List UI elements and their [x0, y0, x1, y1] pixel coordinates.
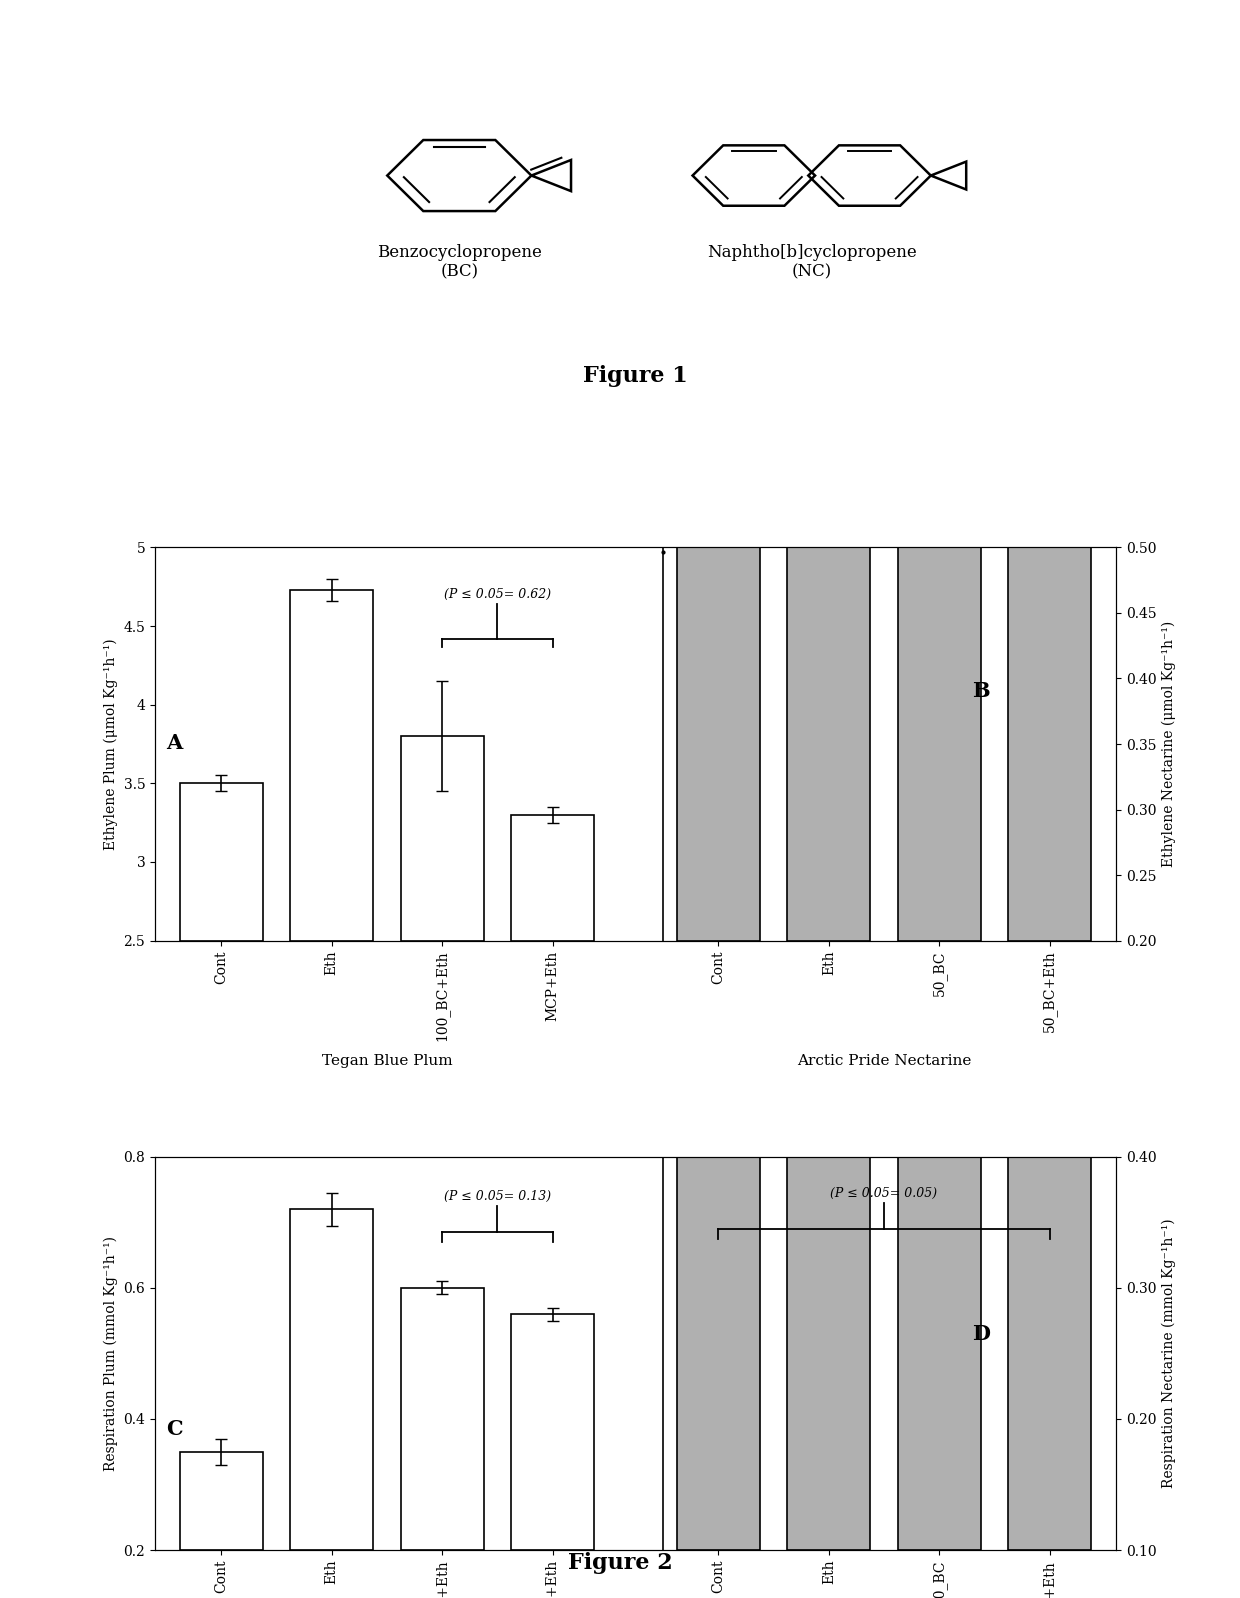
- Bar: [677, 0, 760, 941]
- Bar: [1008, 0, 1091, 941]
- Text: A: A: [166, 733, 182, 753]
- Bar: [180, 1451, 263, 1550]
- Y-axis label: Respiration Plum (mmol Kg⁻¹h⁻¹): Respiration Plum (mmol Kg⁻¹h⁻¹): [103, 1235, 118, 1472]
- Bar: [511, 1314, 594, 1550]
- Bar: [180, 783, 263, 941]
- Text: C: C: [166, 1419, 182, 1440]
- Text: Figure 1: Figure 1: [583, 364, 688, 387]
- Bar: [677, 1085, 760, 1550]
- Text: (P ≤ 0.05= 0.62): (P ≤ 0.05= 0.62): [444, 588, 551, 601]
- Text: (P ≤ 0.05= 0.05): (P ≤ 0.05= 0.05): [831, 1186, 937, 1200]
- Y-axis label: Respiration Nectarine (mmol Kg⁻¹h⁻¹): Respiration Nectarine (mmol Kg⁻¹h⁻¹): [1162, 1219, 1177, 1488]
- Bar: [401, 737, 484, 941]
- Text: Benzocyclopropene
(BC): Benzocyclopropene (BC): [377, 244, 542, 281]
- Bar: [898, 1098, 981, 1550]
- Bar: [290, 590, 373, 941]
- Bar: [290, 1210, 373, 1550]
- Text: Arctic Pride Nectarine: Arctic Pride Nectarine: [797, 1053, 971, 1067]
- Text: D: D: [972, 1325, 991, 1344]
- Text: Naphtho[b]cyclopropene
(NC): Naphtho[b]cyclopropene (NC): [707, 244, 916, 281]
- Bar: [787, 882, 870, 1550]
- Text: (P ≤ 0.05= 0.13): (P ≤ 0.05= 0.13): [444, 1191, 551, 1203]
- Bar: [511, 815, 594, 941]
- Bar: [1008, 1039, 1091, 1550]
- Y-axis label: Ethylene Plum (μmol Kg⁻¹h⁻¹): Ethylene Plum (μmol Kg⁻¹h⁻¹): [103, 638, 118, 850]
- Y-axis label: Ethylene Nectarine (μmol Kg⁻¹h⁻¹): Ethylene Nectarine (μmol Kg⁻¹h⁻¹): [1162, 622, 1177, 868]
- Text: B: B: [972, 681, 990, 702]
- Text: Figure 2: Figure 2: [568, 1552, 672, 1574]
- Bar: [787, 0, 870, 941]
- Bar: [898, 0, 981, 941]
- Text: Tegan Blue Plum: Tegan Blue Plum: [321, 1053, 453, 1067]
- Bar: [401, 1288, 484, 1550]
